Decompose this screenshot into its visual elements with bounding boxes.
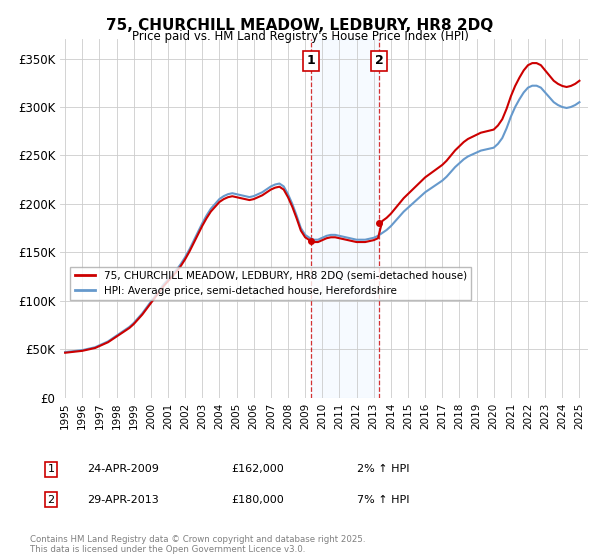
Text: £162,000: £162,000: [231, 464, 284, 474]
Text: 2: 2: [375, 54, 383, 67]
Text: 7% ↑ HPI: 7% ↑ HPI: [357, 494, 409, 505]
Legend: 75, CHURCHILL MEADOW, LEDBURY, HR8 2DQ (semi-detached house), HPI: Average price: 75, CHURCHILL MEADOW, LEDBURY, HR8 2DQ (…: [70, 267, 471, 300]
Text: 2: 2: [47, 494, 55, 505]
Text: Price paid vs. HM Land Registry's House Price Index (HPI): Price paid vs. HM Land Registry's House …: [131, 30, 469, 43]
Text: 1: 1: [47, 464, 55, 474]
Text: Contains HM Land Registry data © Crown copyright and database right 2025.
This d: Contains HM Land Registry data © Crown c…: [30, 535, 365, 554]
Text: 2% ↑ HPI: 2% ↑ HPI: [357, 464, 409, 474]
Text: 29-APR-2013: 29-APR-2013: [87, 494, 159, 505]
Text: £180,000: £180,000: [231, 494, 284, 505]
Text: 1: 1: [306, 54, 315, 67]
Text: 24-APR-2009: 24-APR-2009: [87, 464, 159, 474]
Bar: [311, 39, 379, 398]
Text: 75, CHURCHILL MEADOW, LEDBURY, HR8 2DQ: 75, CHURCHILL MEADOW, LEDBURY, HR8 2DQ: [106, 18, 494, 33]
